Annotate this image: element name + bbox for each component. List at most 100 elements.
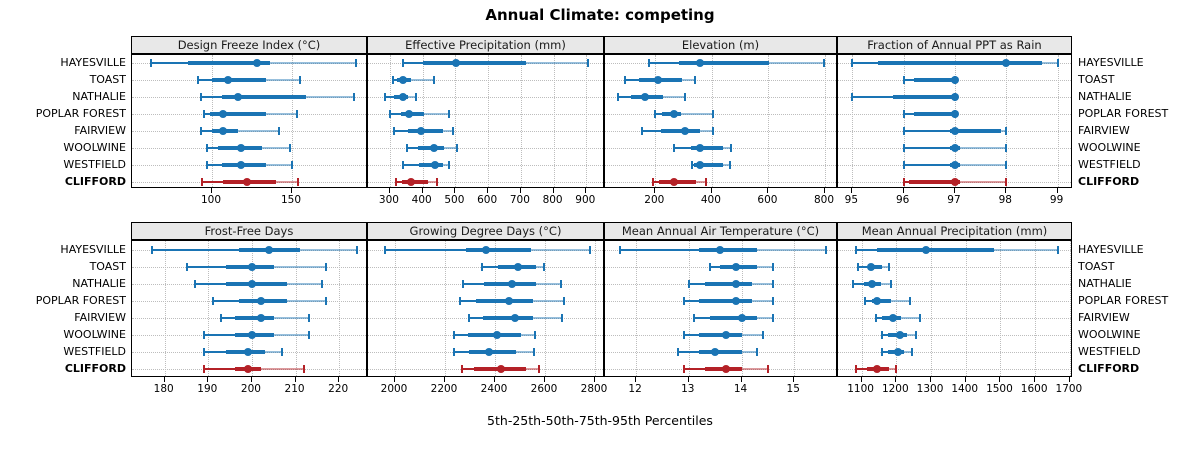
cap-95th (693, 76, 696, 84)
median-dot (233, 93, 242, 101)
whisker-high (526, 368, 540, 370)
row-label-left-westfield: WESTFIELD (63, 158, 126, 171)
median-dot (247, 280, 256, 288)
row-label-left-woolwine: WOOLWINE (63, 141, 126, 154)
axis-tick (250, 377, 252, 382)
whisker-low (678, 351, 700, 353)
axis-tick (793, 377, 795, 382)
cap-5th (201, 178, 204, 186)
box-25-75 (913, 112, 955, 116)
cap-95th (307, 331, 310, 339)
cap-95th (890, 280, 893, 288)
gridline-horizontal (838, 352, 1071, 353)
whisker-high (769, 62, 824, 64)
axis-tick (1005, 188, 1007, 193)
whisker-high (407, 96, 417, 98)
cap-95th (355, 246, 358, 254)
cap-95th (1005, 144, 1008, 152)
median-dot (265, 246, 274, 254)
whisker-low (454, 334, 468, 336)
axis-tick (823, 188, 825, 193)
cap-5th (468, 314, 471, 322)
whisker-low (876, 317, 882, 319)
panel-plot-mean-annual-precipitation (837, 240, 1072, 377)
whisker-high (722, 164, 730, 166)
median-dot (711, 348, 720, 356)
cap-95th (325, 297, 328, 305)
gridline-horizontal (368, 80, 603, 81)
whisker-low (625, 79, 640, 81)
gridline-vertical (389, 55, 391, 187)
cap-5th (708, 263, 711, 271)
panel-strip-label-design-freeze-index: Design Freeze Index (°C) (177, 38, 321, 52)
whisker-high (269, 62, 356, 64)
cap-95th (307, 314, 310, 322)
gridline-vertical (852, 55, 854, 187)
cap-5th (150, 59, 153, 67)
axis-tick-label: 220 (328, 383, 349, 395)
cap-5th (624, 76, 627, 84)
median-dot (406, 178, 415, 186)
cap-95th (1005, 127, 1008, 135)
whisker-high (532, 317, 562, 319)
axis-tick (851, 188, 853, 193)
box-25-75 (913, 78, 955, 82)
whisker-low (203, 351, 226, 353)
whisker-low (858, 266, 869, 268)
axis-tick (902, 188, 904, 193)
cap-95th (772, 263, 775, 271)
cap-95th (1005, 178, 1008, 186)
axis-tick (291, 188, 292, 193)
cap-95th (562, 297, 565, 305)
panel-plot-effective-precipitation (367, 54, 604, 188)
axis-tick-label: 14 (733, 383, 748, 395)
panel-strip-label-frost-free-days: Frost-Free Days (204, 224, 294, 238)
row-label-right-woolwine: WOOLWINE (1078, 141, 1141, 154)
gridline-vertical (688, 241, 690, 376)
median-dot (236, 144, 245, 152)
axis-tick (163, 377, 165, 382)
gridline-vertical (931, 241, 933, 376)
axis-tick-label: 95 (844, 194, 859, 206)
cap-95th (1005, 161, 1008, 169)
median-dot (721, 331, 730, 339)
gridline-vertical (896, 241, 898, 376)
panel-plot-fraction-annual-ppt-rain (837, 54, 1072, 188)
median-dot (243, 365, 252, 373)
panel-strip-growing-degree-days: Growing Degree Days (°C) (367, 222, 604, 240)
cap-5th (693, 314, 696, 322)
axis-tick-label: 200 (240, 383, 261, 395)
axis-tick (552, 188, 554, 193)
cap-95th (704, 178, 707, 186)
axis-tick (454, 188, 456, 193)
gridline-horizontal (368, 148, 603, 149)
panel-strip-label-growing-degree-days: Growing Degree Days (°C) (409, 224, 562, 238)
panel-strip-mean-annual-precipitation: Mean Annual Precipitation (mm) (837, 222, 1072, 240)
median-dot (511, 314, 519, 322)
axis-tick-label: 1700 (1055, 383, 1083, 395)
cap-5th (220, 314, 223, 322)
gridline-horizontal (368, 131, 603, 132)
median-dot (950, 178, 959, 186)
row-label-left-hayesville: HAYESVILLE (60, 243, 126, 256)
box-25-75 (699, 248, 758, 252)
axis-tick-label: 96 (895, 194, 910, 206)
whisker-high (260, 368, 305, 370)
whisker-high (696, 181, 706, 183)
cap-5th (851, 93, 854, 101)
whisker-high (427, 181, 438, 183)
median-dot (236, 161, 245, 169)
axis-tick (594, 377, 595, 382)
cap-5th (461, 365, 463, 373)
median-dot (482, 246, 491, 254)
gridline-vertical (445, 241, 446, 376)
axis-tick (585, 188, 587, 193)
whisker-low (903, 113, 914, 115)
box-25-75 (466, 248, 532, 252)
axis-tick (999, 377, 1001, 382)
cap-5th (384, 93, 387, 101)
whisker-high (722, 147, 731, 149)
axis-tick-label: 200 (644, 194, 665, 206)
panel-strip-label-fraction-annual-ppt-rain: Fraction of Annual PPT as Rain (867, 38, 1042, 52)
cap-5th (851, 59, 854, 67)
